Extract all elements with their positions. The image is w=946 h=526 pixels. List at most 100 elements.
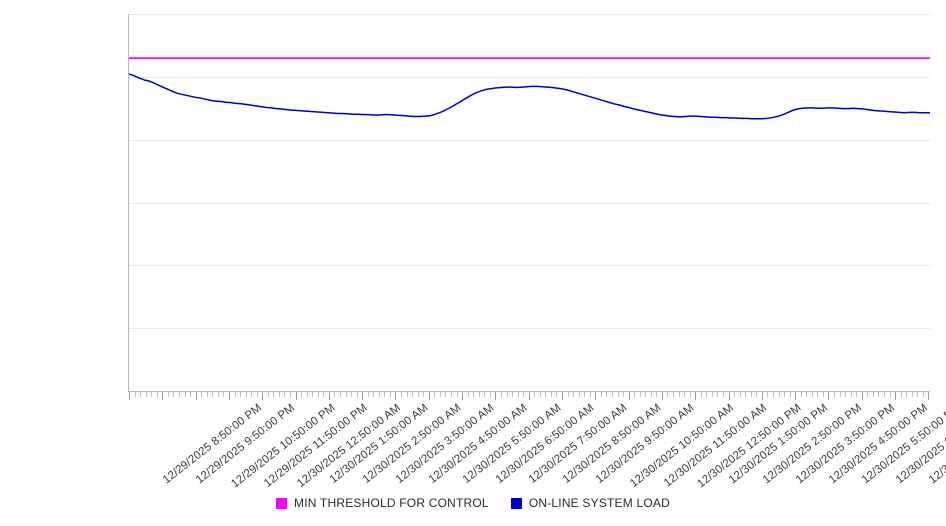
x-tick-minor (517, 392, 519, 397)
x-tick-major (362, 392, 364, 400)
legend-swatch-icon (276, 497, 288, 509)
x-tick-minor (734, 392, 736, 397)
x-tick-minor (784, 392, 785, 397)
x-tick-minor (845, 392, 847, 397)
x-tick-minor (917, 392, 919, 397)
x-tick-major (928, 392, 930, 400)
x-tick-minor (179, 392, 180, 397)
x-tick-minor (267, 392, 269, 397)
x-tick-minor (417, 392, 419, 397)
x-tick-minor (212, 392, 214, 397)
x-tick-major (828, 392, 830, 400)
x-tick-minor (456, 392, 458, 397)
x-tick-minor (284, 392, 286, 397)
x-tick-minor (256, 392, 258, 397)
x-tick-major (761, 392, 763, 400)
x-tick-minor (706, 392, 708, 397)
x-tick-minor (684, 392, 686, 397)
x-tick-major (295, 392, 297, 400)
x-tick-minor (451, 392, 452, 397)
x-tick-minor (606, 392, 608, 397)
x-tick-minor (351, 392, 352, 397)
x-axis-ticks (129, 392, 930, 402)
x-tick-minor (190, 392, 192, 397)
x-tick-minor (151, 392, 153, 397)
x-tick-minor (378, 392, 380, 397)
x-tick-minor (156, 392, 158, 397)
x-tick-minor (317, 392, 319, 397)
x-tick-minor (611, 392, 613, 397)
x-tick-minor (645, 392, 647, 397)
y-axis-line (128, 14, 129, 392)
x-tick-minor (617, 392, 619, 397)
x-tick-minor (839, 392, 841, 397)
x-tick-minor (600, 392, 602, 397)
x-tick-minor (523, 392, 525, 397)
x-tick-minor (273, 392, 275, 397)
x-axis-labels: 12/29/2025 8:50:00 PM 12/29/2025 9:50:00 … (0, 398, 946, 490)
x-tick-minor (756, 392, 758, 397)
x-tick-minor (467, 392, 469, 397)
x-tick-major (495, 392, 497, 400)
x-tick-minor (234, 392, 236, 397)
x-tick-major (895, 392, 896, 400)
x-tick-minor (922, 392, 924, 397)
x-tick-minor (883, 392, 885, 397)
x-tick-minor (401, 392, 402, 397)
x-tick-minor (512, 392, 513, 397)
x-tick-minor (850, 392, 852, 397)
x-tick-minor (134, 392, 136, 397)
series-canvas (128, 57, 930, 120)
gridline (129, 202, 930, 204)
x-tick-minor (656, 392, 658, 397)
x-tick-minor (750, 392, 752, 397)
x-tick-minor (800, 392, 802, 397)
x-tick-minor (245, 392, 247, 397)
x-tick-minor (206, 392, 208, 397)
x-tick-minor (423, 392, 425, 397)
legend-item[interactable]: ON-LINE SYSTEM LOAD (510, 496, 670, 510)
x-tick-major (129, 392, 130, 400)
x-tick-minor (634, 392, 636, 397)
x-tick-minor (911, 392, 913, 397)
x-tick-minor (545, 392, 547, 397)
x-tick-minor (834, 392, 835, 397)
x-tick-minor (567, 392, 569, 397)
x-tick-major (595, 392, 597, 400)
gridline (129, 328, 930, 330)
x-tick-major (728, 392, 730, 400)
x-tick-minor (711, 392, 713, 397)
legend-item[interactable]: MIN THRESHOLD FOR CONTROL (276, 496, 489, 510)
x-tick-major (661, 392, 663, 400)
x-tick-minor (373, 392, 375, 397)
gridline (129, 265, 930, 267)
x-tick-minor (173, 392, 175, 397)
x-tick-minor (301, 392, 303, 397)
x-tick-minor (667, 392, 669, 397)
x-tick-minor (550, 392, 552, 397)
x-tick-minor (140, 392, 142, 397)
x-tick-minor (584, 392, 586, 397)
x-tick-minor (778, 392, 780, 397)
x-tick-major (695, 392, 697, 400)
legend-swatch-icon (510, 497, 522, 509)
x-tick-minor (578, 392, 580, 397)
x-tick-minor (473, 392, 475, 397)
x-tick-major (262, 392, 264, 400)
x-tick-minor (573, 392, 575, 397)
x-tick-major (428, 392, 430, 400)
x-tick-minor (689, 392, 691, 397)
x-tick-minor (506, 392, 508, 397)
x-tick-minor (806, 392, 808, 397)
x-tick-minor (323, 392, 325, 397)
legend-label: ON-LINE SYSTEM LOAD (528, 496, 670, 510)
x-tick-minor (539, 392, 541, 397)
x-tick-minor (534, 392, 536, 397)
x-tick-minor (167, 392, 169, 397)
x-tick-minor (434, 392, 436, 397)
x-tick-minor (739, 392, 741, 397)
x-tick-minor (650, 392, 652, 397)
x-axis-line (128, 391, 930, 392)
x-tick-minor (389, 392, 391, 397)
